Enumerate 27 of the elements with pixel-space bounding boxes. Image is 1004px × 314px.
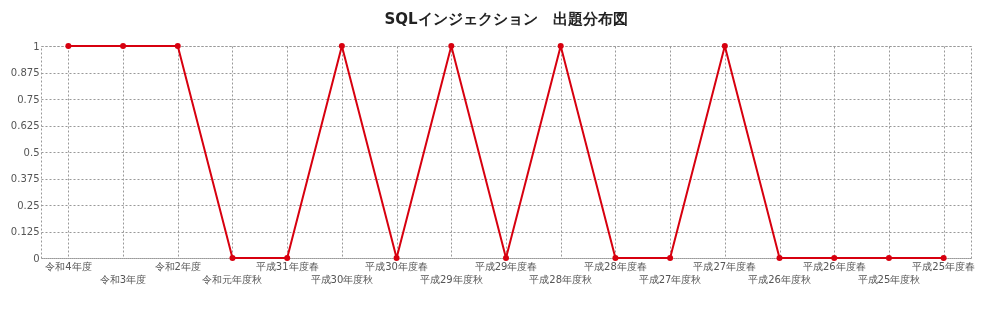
x-tick-label: 平成26年度秋 bbox=[748, 274, 811, 285]
x-tick-label: 平成27年度春 bbox=[693, 261, 757, 272]
x-tick-label: 平成27年度秋 bbox=[638, 274, 702, 285]
y-tick-label: 0.625 bbox=[10, 120, 40, 131]
x-tick-label: 令和2年度 bbox=[154, 261, 201, 272]
y-tick-label: 0.125 bbox=[10, 226, 40, 237]
y-tick-label: 0.25 bbox=[17, 199, 40, 211]
x-tick-label: 平成26年度春 bbox=[802, 261, 866, 272]
x-tick-label: 令和元年度秋 bbox=[202, 274, 263, 285]
x-tick-label: 平成30年度春 bbox=[365, 261, 428, 272]
x-tick-label: 平成28年度秋 bbox=[529, 274, 593, 285]
x-tick-label: 令和4年度 bbox=[45, 261, 92, 272]
x-tick-label: 令和3年度 bbox=[99, 274, 147, 285]
chart-title: SQLインジェクション 出題分布図 bbox=[384, 10, 628, 28]
x-tick-label: 平成25年度春 bbox=[912, 261, 976, 272]
y-tick-label: 0.875 bbox=[10, 67, 40, 78]
y-tick-label: 0.75 bbox=[17, 93, 40, 105]
x-tick-label: 平成29年度秋 bbox=[419, 274, 483, 285]
y-tick-label: 0 bbox=[33, 252, 40, 264]
x-tick-label: 平成29年度春 bbox=[474, 261, 538, 272]
y-tick-label: 0.375 bbox=[10, 173, 40, 184]
y-tick-label: 1 bbox=[33, 40, 40, 52]
x-tick-label: 平成25年度秋 bbox=[857, 274, 921, 285]
x-tick-label: 平成30年度秋 bbox=[310, 274, 374, 285]
x-tick-label: 平成28年度春 bbox=[584, 261, 647, 272]
x-tick-label: 平成31年度春 bbox=[255, 261, 319, 272]
y-tick-label: 0.5 bbox=[23, 146, 40, 158]
